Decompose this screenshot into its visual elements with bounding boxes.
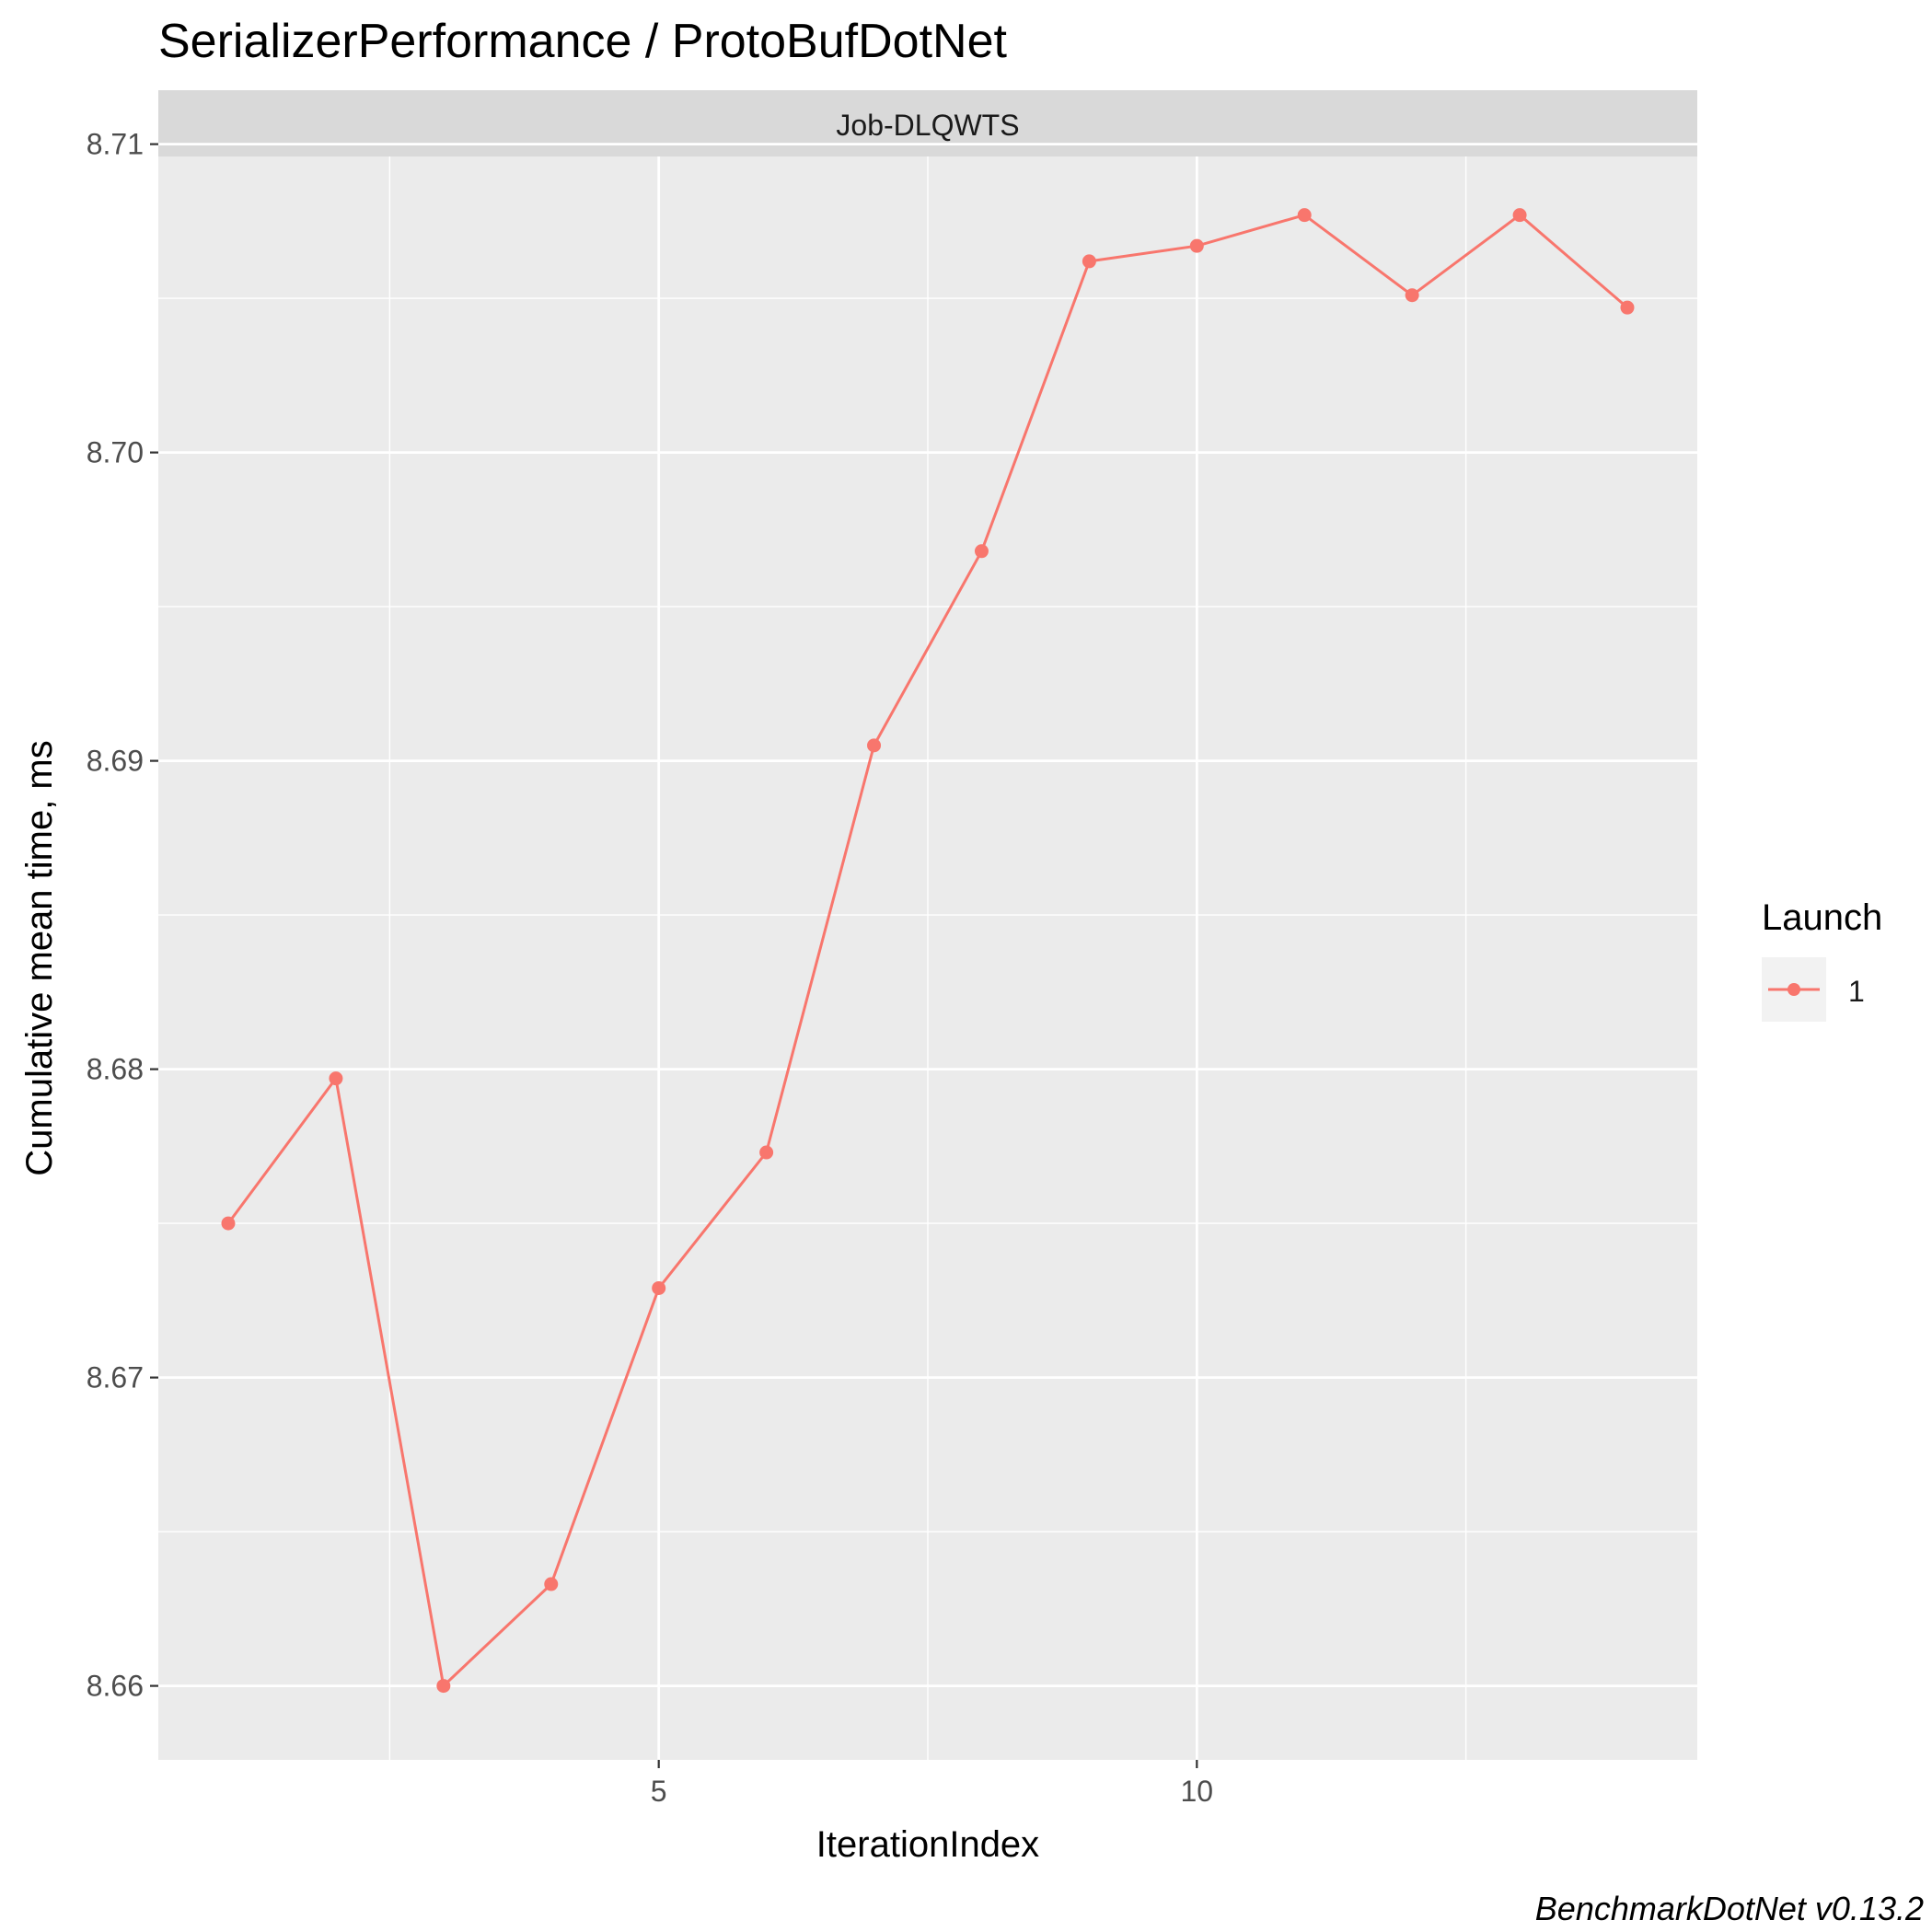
x-axis-title: IterationIndex <box>816 1824 1039 1865</box>
data-point <box>1297 208 1312 223</box>
x-tick-label: 5 <box>651 1775 667 1808</box>
y-tick-label: 8.68 <box>87 1053 144 1086</box>
y-axis: 8.66 8.67 8.68 8.69 8.70 8.71 <box>87 128 158 1703</box>
data-point <box>221 1216 236 1231</box>
data-point <box>974 544 989 559</box>
data-point <box>1620 300 1635 315</box>
data-point <box>1512 208 1527 223</box>
series-layer <box>221 208 1635 1694</box>
data-point <box>436 1679 451 1694</box>
y-tick-label: 8.66 <box>87 1670 144 1703</box>
data-point <box>1405 288 1419 303</box>
data-point <box>329 1071 343 1086</box>
legend-title: Launch <box>1762 897 1882 938</box>
legend: Launch 1 <box>1762 897 1882 1022</box>
y-tick-label: 8.70 <box>87 436 144 469</box>
y-axis-title: Cumulative mean time, ms <box>19 740 60 1175</box>
data-point <box>1082 254 1096 269</box>
data-point <box>652 1280 666 1295</box>
y-tick-label: 8.71 <box>87 128 144 161</box>
x-tick-label: 10 <box>1181 1775 1214 1808</box>
minor-gridlines <box>158 156 1697 1760</box>
chart-title: SerializerPerformance / ProtoBufDotNet <box>158 15 1007 68</box>
legend-key-point <box>1787 983 1800 996</box>
facet-label: Job-DLQWTS <box>836 109 1019 142</box>
series-line <box>226 213 1628 1689</box>
data-point <box>759 1145 774 1160</box>
legend-label-1: 1 <box>1848 975 1865 1008</box>
data-point <box>867 738 882 753</box>
y-tick-label: 8.69 <box>87 745 144 778</box>
y-tick-label: 8.67 <box>87 1361 144 1394</box>
major-gridlines <box>158 143 1697 1760</box>
data-point <box>544 1577 559 1591</box>
data-point <box>1189 238 1204 253</box>
caption: BenchmarkDotNet v0.13.2 <box>1535 1890 1924 1927</box>
x-axis: 5 10 <box>651 1760 1213 1808</box>
